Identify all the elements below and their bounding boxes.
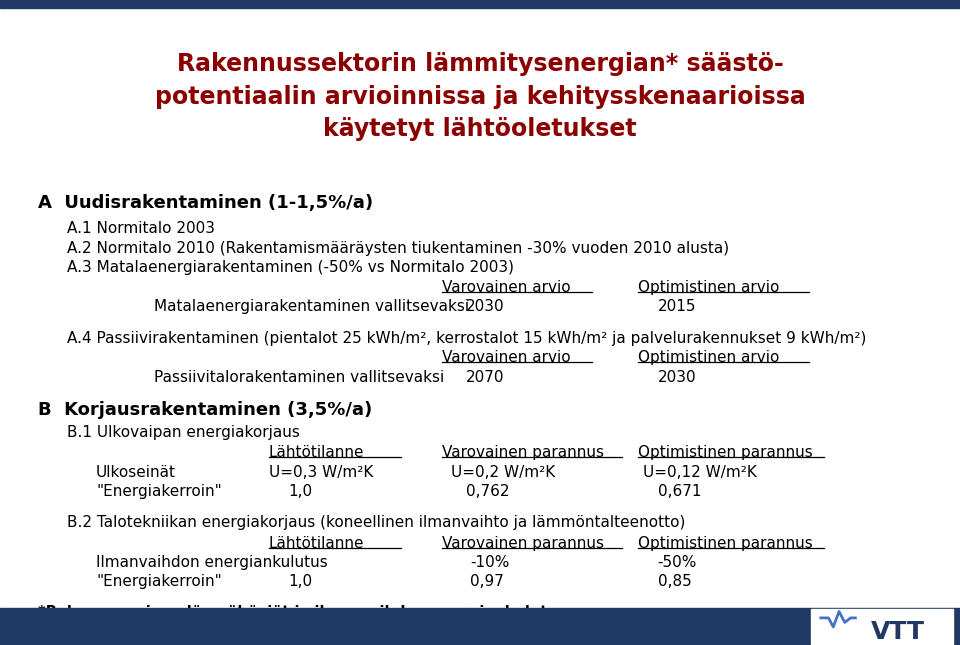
Text: A.2 Normitalo 2010 (Rakentamismääräysten tiukentaminen -30% vuoden 2010 alusta): A.2 Normitalo 2010 (Rakentamismääräysten… (67, 241, 730, 256)
Text: käytetyt lähtöoletukset: käytetyt lähtöoletukset (324, 117, 636, 141)
Text: A.3 Matalaenergiarakentaminen (-50% vs Normitalo 2003): A.3 Matalaenergiarakentaminen (-50% vs N… (67, 260, 515, 275)
Text: 0,762: 0,762 (466, 484, 509, 499)
Text: A  Uudisrakentaminen (1-1,5%/a): A Uudisrakentaminen (1-1,5%/a) (38, 194, 373, 212)
Text: Varovainen parannus: Varovainen parannus (442, 535, 604, 551)
Text: "Energiakerroin": "Energiakerroin" (96, 484, 222, 499)
Text: U=0,3 W/m²K: U=0,3 W/m²K (269, 464, 373, 480)
Text: Optimistinen parannus: Optimistinen parannus (638, 535, 813, 551)
Text: 0,97: 0,97 (470, 574, 504, 590)
Text: 10: 10 (773, 620, 792, 636)
Text: Lähtötilanne: Lähtötilanne (269, 445, 364, 461)
Text: B.1 Ulkovaipan energiakorjaus: B.1 Ulkovaipan energiakorjaus (67, 424, 300, 440)
Text: A.4 Passiivirakentaminen (pientalot 25 kWh/m², kerrostalot 15 kWh/m² ja palvelur: A.4 Passiivirakentaminen (pientalot 25 k… (67, 331, 867, 346)
Text: Lähtötilanne: Lähtötilanne (269, 535, 364, 551)
Text: A.1 Normitalo 2003: A.1 Normitalo 2003 (67, 221, 215, 237)
Text: (El lämmintä käyttövettä eikä sähkön kulutusta): (El lämmintä käyttövettä eikä sähkön kul… (38, 623, 439, 639)
Text: Matalaenergiarakentaminen vallitsevaksi: Matalaenergiarakentaminen vallitsevaksi (154, 299, 468, 314)
Text: -50%: -50% (658, 555, 697, 570)
Text: U=0,2 W/m²K: U=0,2 W/m²K (451, 464, 556, 480)
Text: Passiivitalorakentaminen vallitsevaksi: Passiivitalorakentaminen vallitsevaksi (154, 370, 444, 385)
Text: VTT: VTT (871, 620, 924, 644)
Text: Optimistinen arvio: Optimistinen arvio (638, 350, 780, 366)
Bar (0, 608, 960, 645)
Text: 0,671: 0,671 (658, 484, 701, 499)
Text: 1,0: 1,0 (288, 484, 312, 499)
Text: B.2 Talotekniikan energiakorjaus (koneellinen ilmanvaihto ja lämmöntalteenotto): B.2 Talotekniikan energiakorjaus (koneel… (67, 515, 685, 530)
Text: Rakennussektorin lämmitysenergian* säästö-: Rakennussektorin lämmitysenergian* sääst… (177, 52, 783, 77)
Bar (0, 0, 960, 8)
Text: Varovainen arvio: Varovainen arvio (442, 350, 570, 366)
Text: U=0,12 W/m²K: U=0,12 W/m²K (643, 464, 757, 480)
Text: -10%: -10% (470, 555, 510, 570)
Text: potentiaalin arvioinnissa ja kehitysskenaarioissa: potentiaalin arvioinnissa ja kehityssken… (155, 84, 805, 109)
Text: Ulkoseinät: Ulkoseinät (96, 464, 176, 480)
Text: Optimistinen parannus: Optimistinen parannus (638, 445, 813, 461)
Text: Varovainen arvio: Varovainen arvio (442, 279, 570, 295)
Text: 2070: 2070 (466, 370, 504, 385)
Text: Varovainen parannus: Varovainen parannus (442, 445, 604, 461)
Text: 2015: 2015 (658, 299, 696, 314)
Bar (811, 609, 953, 644)
Text: 1,0: 1,0 (288, 574, 312, 590)
Text: Optimistinen arvio: Optimistinen arvio (638, 279, 780, 295)
Text: 0,85: 0,85 (658, 574, 691, 590)
Text: B  Korjausrakentaminen (3,5%/a): B Korjausrakentaminen (3,5%/a) (38, 401, 372, 419)
Text: *Rakennusvaipan lämpöhäviöt ja ilmanvaihdon energiankulutus: *Rakennusvaipan lämpöhäviöt ja ilmanvaih… (38, 605, 567, 620)
Text: 2030: 2030 (658, 370, 696, 385)
Text: Ilmanvaihdon energiankulutus: Ilmanvaihdon energiankulutus (96, 555, 327, 570)
Text: 2030: 2030 (466, 299, 504, 314)
Text: "Energiakerroin": "Energiakerroin" (96, 574, 222, 590)
